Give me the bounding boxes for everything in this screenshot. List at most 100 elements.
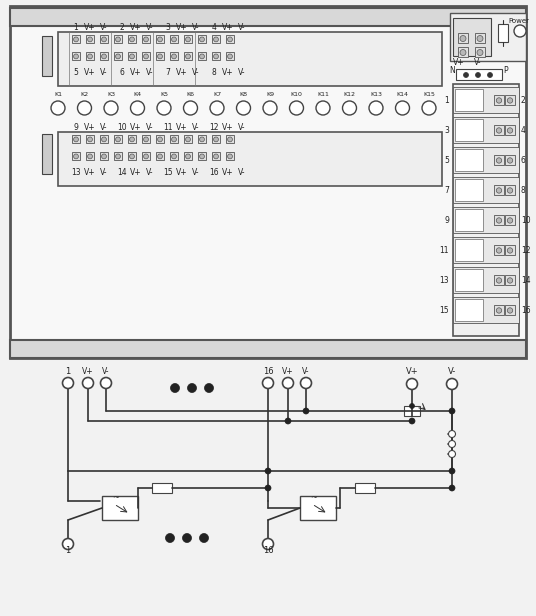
Bar: [184, 35, 192, 43]
Bar: [494, 185, 504, 195]
Text: 16: 16: [209, 168, 219, 177]
Circle shape: [157, 101, 171, 115]
Bar: [114, 152, 122, 160]
Text: V+: V+: [130, 123, 142, 131]
Circle shape: [158, 137, 162, 142]
Circle shape: [236, 101, 250, 115]
Circle shape: [301, 378, 311, 389]
Text: 13: 13: [71, 168, 81, 177]
Bar: [505, 155, 515, 164]
Circle shape: [507, 248, 513, 253]
Text: V+: V+: [130, 68, 142, 76]
Circle shape: [343, 101, 356, 115]
Circle shape: [87, 37, 92, 42]
Bar: [100, 52, 108, 60]
Text: V+: V+: [453, 58, 465, 67]
Text: ~: ~: [310, 493, 317, 502]
Text: V-: V-: [102, 367, 110, 376]
Text: V+: V+: [84, 168, 96, 177]
Text: V-: V-: [192, 23, 200, 31]
Circle shape: [87, 137, 92, 142]
Bar: [72, 152, 80, 160]
Circle shape: [172, 37, 176, 42]
Circle shape: [507, 98, 513, 103]
Circle shape: [183, 101, 197, 115]
Circle shape: [228, 137, 233, 142]
Circle shape: [514, 25, 526, 37]
Bar: [505, 95, 515, 105]
Circle shape: [507, 278, 513, 283]
Text: K2: K2: [80, 92, 88, 97]
Circle shape: [158, 37, 162, 42]
Bar: [455, 299, 483, 321]
Bar: [100, 152, 108, 160]
Circle shape: [496, 308, 502, 313]
Circle shape: [116, 154, 121, 159]
Text: 11: 11: [163, 123, 173, 131]
Circle shape: [477, 49, 483, 55]
Circle shape: [303, 408, 309, 414]
Text: V+: V+: [82, 367, 94, 376]
Circle shape: [507, 128, 513, 133]
Circle shape: [282, 378, 294, 389]
Bar: [142, 152, 150, 160]
Bar: [505, 245, 515, 254]
Bar: [184, 152, 192, 160]
Circle shape: [214, 37, 218, 42]
Bar: [453, 267, 519, 293]
Bar: [142, 35, 150, 43]
Text: 5: 5: [444, 155, 449, 164]
Text: V+: V+: [222, 123, 234, 131]
Circle shape: [87, 154, 92, 159]
Circle shape: [449, 485, 455, 491]
Circle shape: [185, 154, 190, 159]
Text: ~: ~: [112, 493, 119, 502]
Bar: [184, 135, 192, 143]
Text: K13: K13: [370, 92, 382, 97]
Bar: [505, 306, 515, 315]
Bar: [226, 135, 234, 143]
Text: 16: 16: [263, 546, 273, 555]
Bar: [198, 52, 206, 60]
Bar: [198, 152, 206, 160]
Text: K10: K10: [291, 92, 302, 97]
Text: 9: 9: [444, 216, 449, 224]
Circle shape: [199, 54, 204, 59]
Bar: [100, 135, 108, 143]
Text: 12: 12: [209, 123, 219, 131]
Text: 9: 9: [73, 123, 78, 131]
Text: V+: V+: [406, 367, 418, 376]
Circle shape: [507, 188, 513, 193]
Bar: [10, 6, 526, 358]
Text: 11: 11: [440, 246, 449, 254]
Circle shape: [73, 154, 78, 159]
Circle shape: [78, 101, 92, 115]
Bar: [455, 119, 483, 141]
Text: 16: 16: [263, 367, 273, 376]
Bar: [128, 152, 136, 160]
Bar: [453, 87, 519, 113]
Circle shape: [51, 101, 65, 115]
Bar: [226, 152, 234, 160]
Bar: [170, 135, 178, 143]
Bar: [128, 52, 136, 60]
Text: 15: 15: [440, 306, 449, 315]
Text: V+: V+: [176, 168, 188, 177]
Circle shape: [185, 137, 190, 142]
Bar: [86, 135, 94, 143]
Text: V-: V-: [192, 123, 200, 131]
Text: K1: K1: [54, 92, 62, 97]
Text: 10: 10: [117, 123, 127, 131]
Circle shape: [101, 378, 111, 389]
Circle shape: [507, 158, 513, 163]
Text: V+: V+: [282, 367, 294, 376]
Text: K9: K9: [266, 92, 274, 97]
Bar: [198, 135, 206, 143]
Bar: [355, 483, 375, 493]
Circle shape: [116, 37, 121, 42]
Text: V-: V-: [448, 367, 456, 376]
Text: V-: V-: [100, 68, 108, 76]
Circle shape: [170, 384, 180, 392]
Text: V+: V+: [222, 68, 234, 76]
Text: V-: V-: [238, 23, 245, 31]
